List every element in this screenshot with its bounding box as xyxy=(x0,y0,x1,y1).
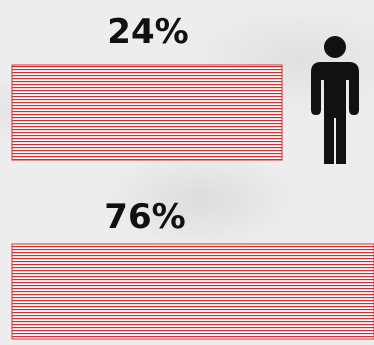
data-label-2: 76% xyxy=(104,197,185,237)
male-person-icon xyxy=(311,36,359,164)
bar-2 xyxy=(11,243,374,340)
bar-1 xyxy=(11,64,283,161)
data-label-1: 24% xyxy=(107,12,188,52)
